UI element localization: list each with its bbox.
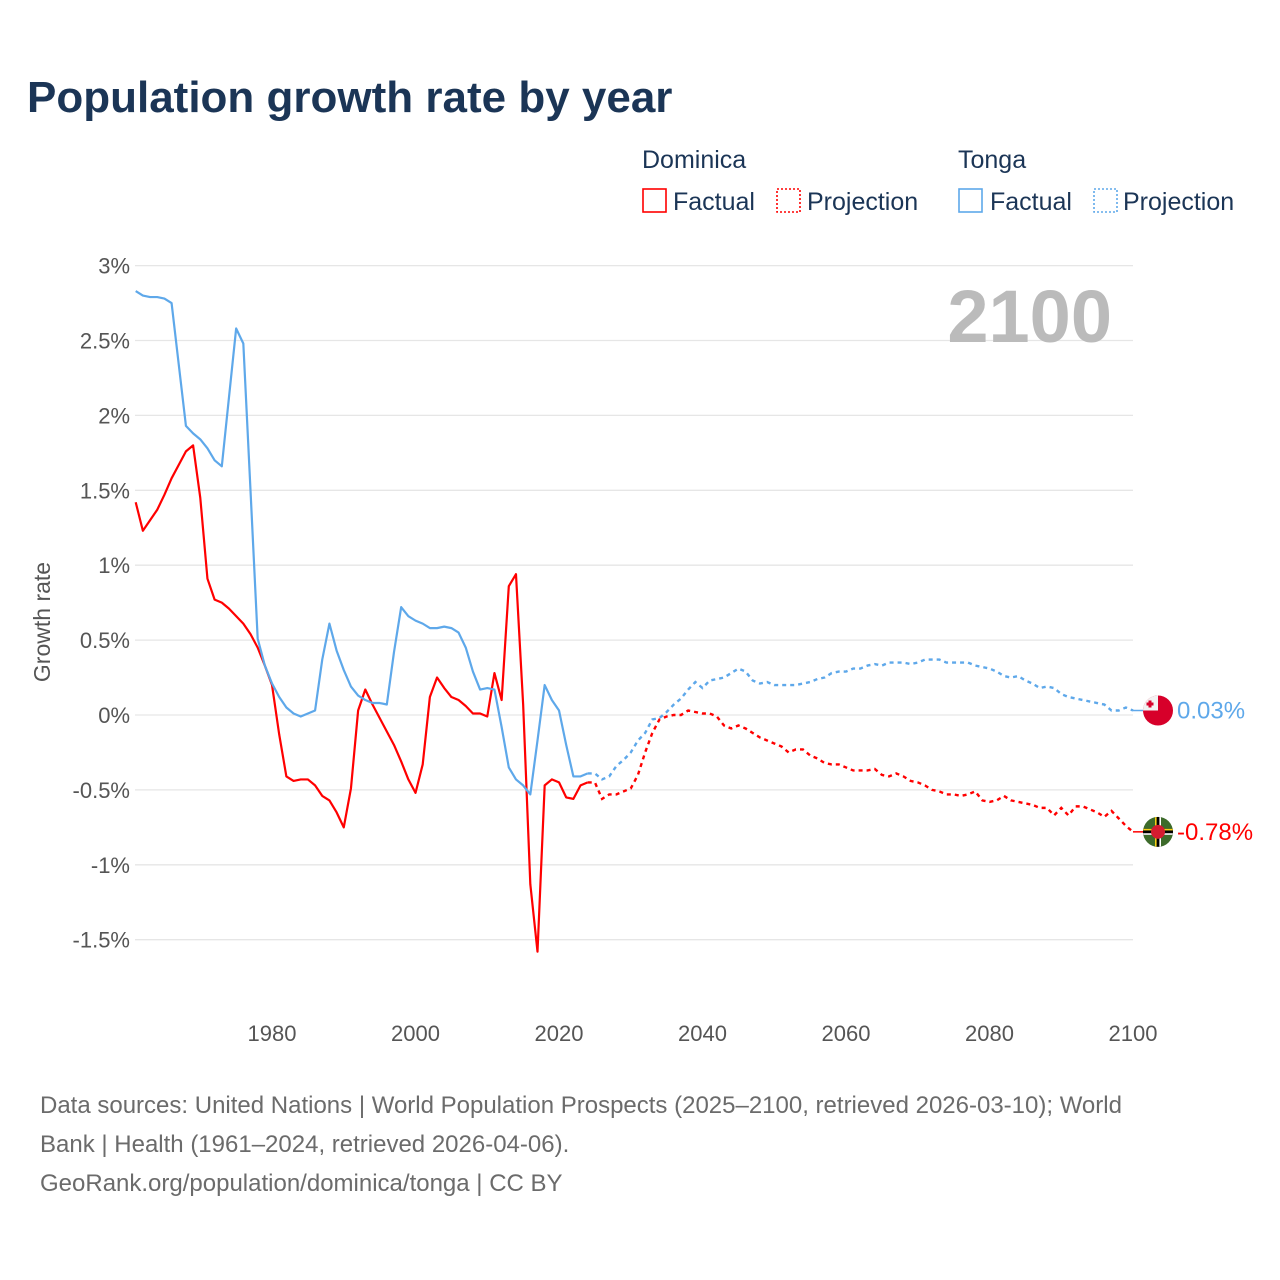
footer-sources-line1: Data sources: United Nations | World Pop… (40, 1092, 1122, 1119)
y-tick-label: 0% (98, 703, 130, 728)
y-axis-ticks: 3% 2.5% 2% 1.5% 1% 0.5% 0% -0.5% -1% -1.5% (73, 254, 130, 953)
x-tick-label: 2020 (535, 1021, 584, 1046)
legend-tonga-projection-swatch (1093, 188, 1118, 213)
y-tick-label: 1% (98, 553, 130, 578)
dominica-flag-icon (1143, 816, 1173, 847)
legend: Dominica Factual Projection Tonga Factua… (642, 146, 1234, 216)
tonga-end-value: 0.03% (1177, 698, 1245, 725)
tonga-flag-icon (1143, 695, 1173, 726)
y-tick-label: -1% (91, 853, 130, 878)
y-tick-label: 2% (98, 403, 130, 428)
y-tick-label: -0.5% (73, 778, 130, 803)
y-tick-label: 0.5% (80, 628, 130, 653)
dominica-end-value: -0.78% (1177, 819, 1253, 846)
y-tick-label: -1.5% (73, 928, 130, 953)
footer-attribution[interactable]: GeoRank.org/population/dominica/tonga | … (40, 1170, 563, 1197)
year-indicator: 2100 (947, 275, 1112, 358)
x-tick-label: 2100 (1109, 1021, 1158, 1046)
legend-dominica-heading: Dominica (642, 146, 746, 174)
dominica-projection-line (587, 709, 1134, 833)
series-lines (134, 290, 1134, 953)
x-tick-label: 2080 (965, 1021, 1014, 1046)
chart-title: Population growth rate by year (27, 73, 672, 122)
legend-tonga-factual-swatch (958, 188, 983, 213)
end-labels: -0.78% 0.03% (1133, 695, 1253, 847)
legend-tonga-heading: Tonga (958, 146, 1026, 174)
y-axis-label: Growth rate (29, 562, 55, 682)
y-tick-label: 3% (98, 254, 130, 279)
x-tick-label: 2040 (678, 1021, 727, 1046)
dominica-factual-line (134, 444, 589, 953)
y-tick-label: 2.5% (80, 329, 130, 354)
x-tick-label: 2060 (822, 1021, 871, 1046)
legend-dominica-factual-swatch (642, 188, 667, 213)
legend-tonga-factual[interactable]: Factual (990, 188, 1072, 216)
x-axis-ticks: 1980 2000 2020 2040 2060 2080 2100 (248, 1021, 1158, 1046)
x-tick-label: 1980 (248, 1021, 297, 1046)
legend-tonga-projection[interactable]: Projection (1123, 188, 1234, 216)
legend-dominica-factual[interactable]: Factual (673, 188, 755, 216)
x-tick-label: 2000 (391, 1021, 440, 1046)
gridlines (135, 264, 1133, 941)
y-tick-label: 1.5% (80, 478, 130, 503)
tonga-factual-line (135, 290, 589, 796)
legend-dominica-projection[interactable]: Projection (807, 188, 918, 216)
tonga-projection-line (587, 658, 1134, 781)
footer-sources-line2: Bank | Health (1961–2024, retrieved 2026… (40, 1131, 569, 1158)
legend-dominica-projection-swatch (776, 188, 801, 213)
